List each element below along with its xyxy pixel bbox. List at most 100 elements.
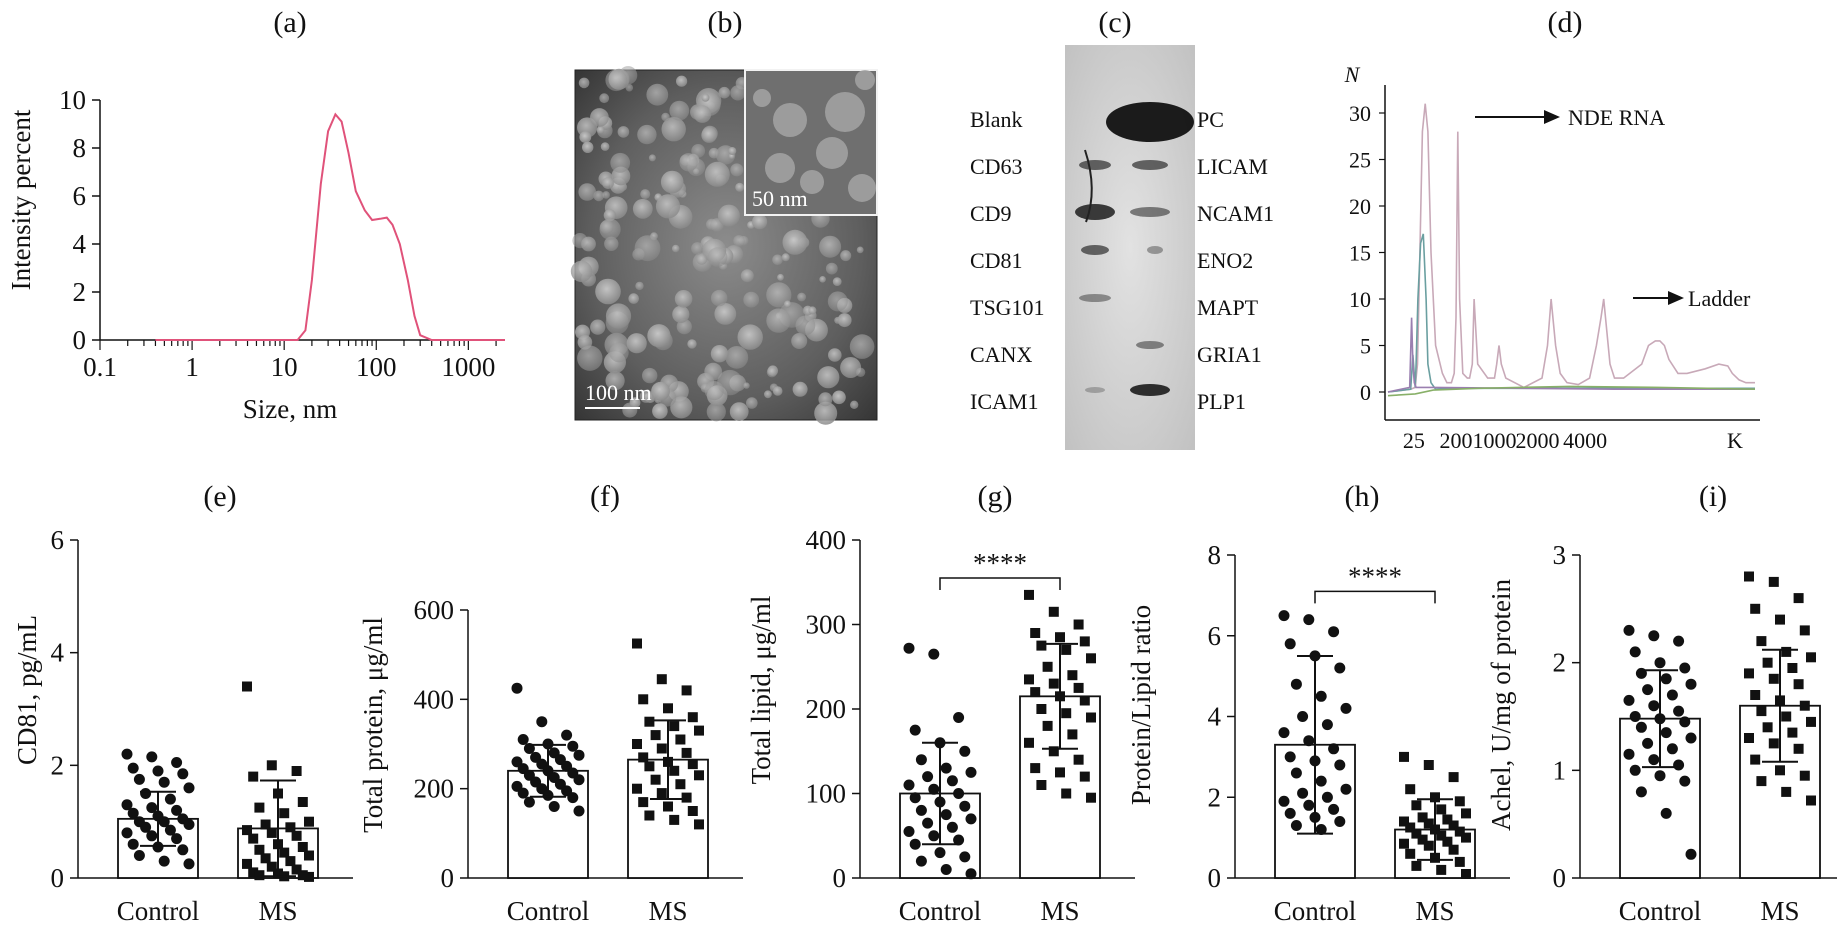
- data-point-ms: [1411, 828, 1422, 839]
- tem-vesicles: [570, 66, 875, 425]
- data-point-ms: [1073, 619, 1084, 630]
- data-point-ms: [1762, 657, 1773, 668]
- tem-vesicle: [693, 105, 712, 123]
- data-point-ms: [1030, 763, 1041, 774]
- tem-vesicle: [634, 235, 661, 262]
- data-point-ms: [1806, 716, 1816, 727]
- tem-vesicle: [603, 209, 616, 222]
- data-point-control: [158, 855, 170, 867]
- significance-bracket: [939, 577, 1061, 591]
- data-point-ms: [297, 842, 308, 852]
- chart-d-xtick-label: 25: [1403, 428, 1425, 453]
- data-point-control: [1290, 678, 1302, 690]
- bar-category-label: Control: [899, 896, 982, 926]
- data-point-control: [909, 724, 921, 736]
- tem-vesicle: [764, 390, 772, 399]
- tem-vesicle: [735, 182, 745, 192]
- chart-a-ylabel: Intensity percent: [6, 109, 36, 290]
- western-blot: Blank CD63 CD9 CD81 TSG101 CANX ICAM1 PC LICAM N…: [970, 45, 1274, 450]
- tem-vesicle: [628, 293, 639, 304]
- data-point-ms: [675, 734, 686, 745]
- data-point-ms: [1436, 830, 1447, 841]
- data-point-ms: [1073, 682, 1084, 693]
- tem-vesicle: [625, 83, 634, 92]
- tem-inset-vesicles: [753, 70, 876, 202]
- tem-vesicle: [602, 191, 610, 199]
- data-point-ms: [1086, 712, 1096, 723]
- data-point-ms: [1775, 765, 1785, 776]
- tem-vesicle: [766, 308, 791, 333]
- data-point-ms: [1768, 576, 1779, 587]
- tem-vesicle: [743, 382, 750, 389]
- data-point-ms: [285, 822, 296, 833]
- data-point-control: [1666, 743, 1678, 755]
- tem-vesicle: [661, 117, 686, 142]
- data-point-control: [1290, 820, 1302, 831]
- data-point-control: [183, 782, 195, 794]
- data-point-ms: [1061, 708, 1072, 719]
- data-point-ms: [1061, 644, 1072, 655]
- significance-bracket: [1314, 590, 1436, 604]
- chart-a-xlabel: Size, nm: [243, 394, 338, 424]
- bar-ytick-label: 0: [441, 863, 455, 893]
- data-point-control: [573, 774, 585, 786]
- tem-vesicle: [604, 236, 619, 251]
- data-point-control: [146, 830, 158, 842]
- data-point-control: [548, 801, 560, 812]
- data-point-ms: [669, 765, 680, 776]
- data-point-ms: [632, 739, 642, 749]
- tem-inset-vesicle: [773, 103, 807, 137]
- tem-vesicle: [595, 278, 621, 305]
- data-point-control: [523, 796, 535, 808]
- tem-vesicle: [840, 357, 862, 378]
- tem-vesicle: [605, 69, 628, 92]
- data-point-ms: [1768, 673, 1779, 684]
- data-point-control: [177, 844, 189, 856]
- tem-vesicle: [609, 343, 629, 363]
- tem-vesicle: [578, 77, 590, 89]
- data-point-control: [922, 771, 934, 783]
- data-point-control: [1623, 694, 1635, 706]
- data-point-ms: [681, 792, 692, 803]
- data-point-ms: [1048, 606, 1059, 617]
- bar-ytick-label: 0: [51, 863, 65, 893]
- data-point-control: [1673, 705, 1685, 717]
- tem-vesicle: [746, 397, 758, 409]
- blot-right-label: PLP1: [1197, 389, 1246, 414]
- bar-ytick-label: 8: [1208, 540, 1222, 570]
- panel-letter-a: (a): [273, 6, 306, 39]
- tem-vesicle: [707, 247, 728, 267]
- data-point-ms: [1750, 603, 1761, 614]
- data-point-control: [1660, 807, 1672, 819]
- tem-vesicle: [730, 163, 744, 177]
- chart-d-ytick-label: 10: [1349, 287, 1371, 312]
- tem-vesicle: [647, 324, 671, 348]
- tem-scale-main: 100 nm: [585, 380, 652, 405]
- data-point-ms: [242, 825, 252, 836]
- data-point-control: [1284, 751, 1296, 763]
- panel-letter-f: (f): [590, 480, 620, 513]
- panel-letter-i: (i): [1699, 480, 1727, 513]
- data-point-control: [158, 816, 170, 828]
- data-point-control: [1623, 624, 1635, 636]
- data-point-control: [1685, 678, 1697, 690]
- blot-band: [1075, 204, 1115, 220]
- data-point-control: [1328, 743, 1340, 755]
- significance-label: ****: [1348, 561, 1402, 591]
- tem-vesicle: [651, 381, 670, 401]
- data-point-control: [1673, 759, 1685, 771]
- blot-band: [1130, 207, 1170, 217]
- tem-vesicle: [629, 397, 641, 408]
- tem-vesicle: [825, 262, 838, 275]
- tem-vesicle: [590, 108, 609, 127]
- tem-vesicle: [714, 303, 737, 325]
- data-point-control: [934, 847, 946, 859]
- data-point-ms: [1036, 780, 1047, 790]
- data-point-control: [146, 751, 158, 763]
- blot-right-label: NCAM1: [1197, 201, 1274, 226]
- data-point-ms: [687, 806, 698, 816]
- data-point-control: [121, 827, 133, 839]
- data-point-ms: [1744, 571, 1754, 582]
